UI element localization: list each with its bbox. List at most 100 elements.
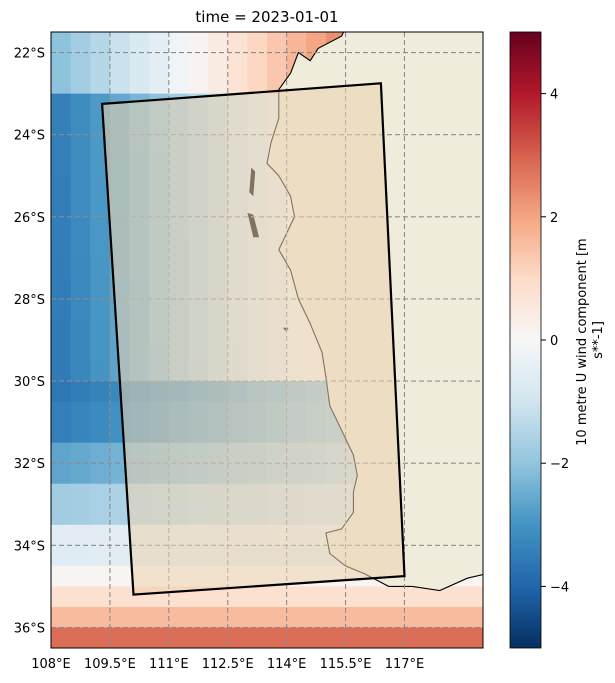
- wind-cell: [227, 627, 248, 648]
- colorbar-tick-label: 2: [550, 211, 558, 226]
- wind-cell: [109, 483, 131, 505]
- wind-cell: [70, 278, 91, 300]
- wind-cell: [70, 524, 91, 546]
- wind-cell: [208, 32, 229, 54]
- lon-tick-label: 111°E: [149, 657, 189, 672]
- lon-tick-label: 115.5°E: [320, 657, 372, 672]
- colorbar-ticks: −4 −2 0 2 4: [541, 88, 569, 595]
- wind-cell: [227, 73, 248, 95]
- wind-cell: [149, 627, 170, 648]
- wind-cell: [188, 586, 209, 608]
- wind-cell: [51, 175, 72, 197]
- wind-cell: [267, 52, 288, 74]
- wind-cell: [70, 381, 91, 403]
- lat-tick-label: 26°S: [14, 211, 45, 226]
- colorbar: [509, 31, 542, 649]
- wind-cell: [188, 73, 209, 95]
- wind-cell: [51, 257, 72, 279]
- wind-cell: [188, 32, 209, 54]
- wind-cell: [188, 606, 209, 629]
- wind-cell: [90, 196, 111, 218]
- wind-cell: [51, 278, 72, 300]
- wind-cell: [109, 627, 131, 648]
- wind-cell: [70, 442, 91, 464]
- wind-cell: [424, 627, 445, 648]
- wind-cell: [51, 196, 72, 218]
- wind-cell: [90, 237, 111, 259]
- colorbar-label: 10 metre U wind component [m s**-1]: [575, 234, 606, 446]
- wind-cell: [70, 463, 91, 485]
- wind-cell: [109, 606, 131, 629]
- wind-cell: [51, 627, 72, 648]
- wind-cell: [443, 606, 464, 629]
- wind-cell: [149, 32, 170, 54]
- wind-cell: [424, 606, 445, 629]
- wind-cell: [227, 32, 248, 54]
- wind-cell: [90, 340, 111, 362]
- lat-tick-label: 28°S: [14, 293, 45, 308]
- map-frame: [50, 31, 484, 649]
- wind-cell: [463, 627, 483, 648]
- colorbar-tick-label: −4: [550, 580, 569, 595]
- wind-cell: [51, 340, 72, 362]
- wind-cell: [51, 442, 72, 464]
- wind-cell: [129, 627, 150, 648]
- wind-cell: [109, 524, 131, 546]
- wind-cell: [70, 93, 91, 115]
- plot-title: time = 2023-01-01: [195, 8, 339, 26]
- wind-cell: [109, 545, 131, 567]
- wind-cell: [90, 422, 111, 444]
- wind-cell: [51, 381, 72, 403]
- wind-cell: [90, 216, 111, 238]
- wind-cell: [325, 627, 347, 648]
- wind-cell: [149, 606, 170, 629]
- wind-cell: [325, 586, 347, 608]
- wind-cell: [51, 586, 72, 608]
- wind-cell: [51, 216, 72, 238]
- wind-cell: [149, 52, 170, 74]
- wind-cell: [129, 73, 150, 95]
- wind-cell: [267, 606, 288, 629]
- wind-cell: [51, 237, 72, 259]
- wind-cell: [365, 606, 386, 629]
- wind-cell: [345, 627, 366, 648]
- wind-cell: [168, 73, 190, 95]
- wind-cell: [286, 606, 307, 629]
- wind-cell: [168, 32, 190, 54]
- wind-cell: [286, 586, 307, 608]
- wind-cell: [90, 319, 111, 341]
- wind-cell: [90, 524, 111, 546]
- wind-cell: [51, 606, 72, 629]
- wind-cell: [404, 606, 425, 629]
- wind-cell: [306, 606, 327, 629]
- wind-cell: [345, 606, 366, 629]
- wind-cell: [70, 216, 91, 238]
- wind-cell: [51, 319, 72, 341]
- wind-cell: [443, 627, 464, 648]
- wind-cell: [90, 32, 111, 54]
- wind-cell: [286, 627, 307, 648]
- wind-cell: [208, 606, 229, 629]
- wind-cell: [70, 606, 91, 629]
- wind-cell: [70, 360, 91, 382]
- wind-cell: [247, 606, 268, 629]
- wind-cell: [51, 401, 72, 423]
- wind-cell: [70, 340, 91, 362]
- wind-cell: [51, 73, 72, 95]
- wind-cell: [384, 586, 406, 608]
- wind-cell: [227, 586, 248, 608]
- lat-tick-label: 36°S: [14, 621, 45, 636]
- wind-cell: [51, 52, 72, 74]
- wind-cell: [404, 586, 425, 608]
- wind-cell: [70, 257, 91, 279]
- wind-cell: [70, 298, 91, 321]
- wind-cell: [90, 504, 111, 526]
- wind-cell: [90, 52, 111, 74]
- wind-cell: [227, 52, 248, 74]
- wind-cell: [51, 422, 72, 444]
- wind-cell: [51, 545, 72, 567]
- wind-cell: [70, 114, 91, 136]
- wind-cell: [90, 586, 111, 608]
- wind-cell: [70, 175, 91, 197]
